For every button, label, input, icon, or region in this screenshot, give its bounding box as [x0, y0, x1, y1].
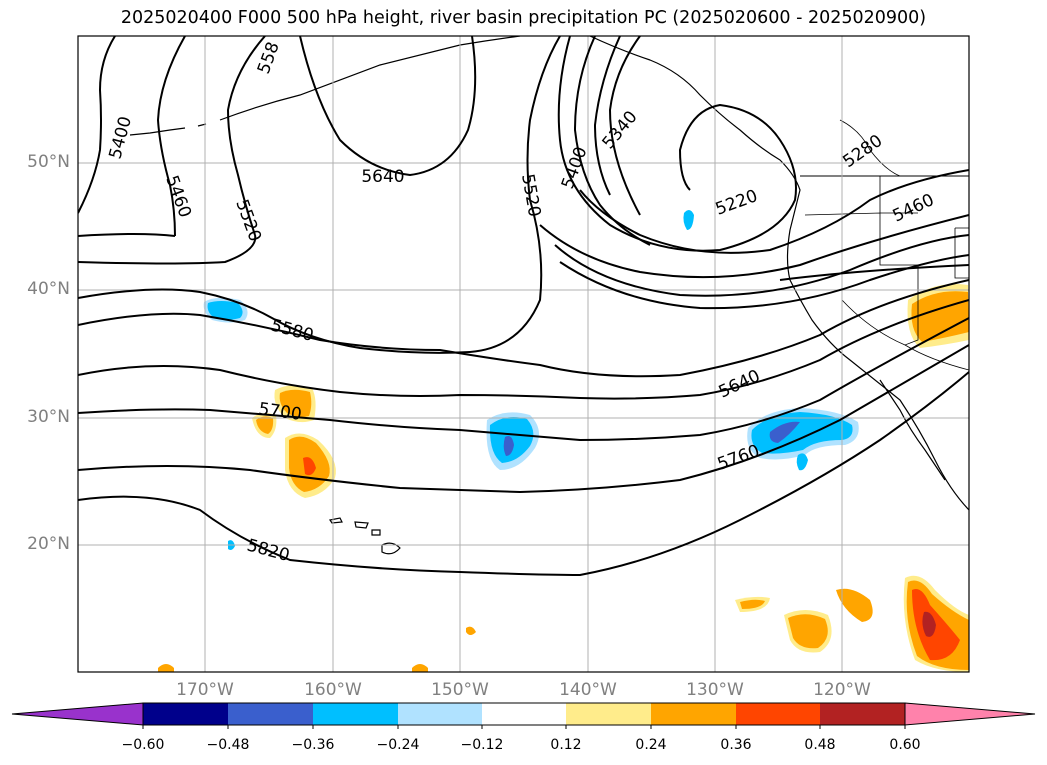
- lat-label-40n: 40°N: [27, 279, 70, 299]
- graticule: [78, 36, 969, 672]
- colorbar: [11, 702, 1036, 729]
- colorbar-bin: [651, 703, 736, 725]
- lon-label-140w: 140°W: [559, 680, 617, 700]
- positive-anomaly-patch: [412, 664, 428, 672]
- colorbar-tick-label: 0.60: [889, 737, 921, 753]
- colorbar-bin: [143, 703, 228, 725]
- lat-label-20n: 20°N: [27, 534, 70, 554]
- lon-label-160w: 160°W: [304, 680, 362, 700]
- positive-anomaly-patch: [303, 457, 316, 476]
- colorbar-bin: [736, 703, 820, 725]
- positive-anomaly-patch: [279, 389, 312, 417]
- negative-anomaly-patch: [769, 421, 800, 443]
- negative-anomaly-patch: [796, 453, 808, 471]
- positive-anomaly-patch: [256, 416, 274, 434]
- positive-anomaly-patch: [466, 626, 476, 635]
- lat-label-50n: 50°N: [27, 152, 70, 172]
- map-title: 2025020400 F000 500 hPa height, river ba…: [120, 8, 927, 28]
- colorbar-tick-label: −0.48: [206, 737, 250, 753]
- positive-anomaly-patch: [836, 588, 873, 622]
- plot-area: [78, 36, 969, 672]
- colorbar-bin: [398, 703, 482, 725]
- positive-anomaly-patch: [788, 614, 828, 649]
- positive-anomaly-patch: [922, 611, 936, 637]
- colorbar-extend-right: [904, 702, 1036, 726]
- colorbar-bin: [313, 703, 398, 725]
- plot-border: [77, 35, 970, 673]
- colorbar-tick-label: −0.24: [376, 737, 420, 753]
- negative-anomaly-patch: [751, 412, 853, 454]
- positive-anomaly-patch: [912, 589, 960, 661]
- colorbar-tick-label: −0.36: [291, 737, 335, 753]
- negative-anomaly-patch: [683, 209, 694, 230]
- colorbar-tick-label: −0.12: [460, 737, 504, 753]
- colorbar-bin: [820, 703, 905, 725]
- lon-label-120w: 120°W: [813, 680, 871, 700]
- contour-label: 5640: [361, 167, 404, 187]
- colorbar-bin: [566, 703, 651, 725]
- colorbar-tick-label: −0.60: [121, 737, 165, 753]
- colorbar-tick-label: 0.36: [720, 737, 752, 753]
- positive-anomaly-patch: [158, 664, 174, 672]
- contour-label-layer: 5400 558 5460 5520 5640 5520 5400 5340 5…: [106, 39, 938, 566]
- coastline-layer: [129, 36, 969, 555]
- lat-label-30n: 30°N: [27, 407, 70, 427]
- lon-label-170w: 170°W: [176, 680, 234, 700]
- colorbar-tick-label: 0.48: [804, 737, 836, 753]
- colorbar-extend-left: [11, 702, 144, 726]
- lon-label-150w: 150°W: [431, 680, 489, 700]
- height-contours: [78, 36, 969, 577]
- negative-anomaly-patch: [503, 436, 514, 456]
- colorbar-tick-label: 0.24: [635, 737, 667, 753]
- negative-anomaly-patch: [207, 301, 243, 320]
- colorbar-bin: [482, 703, 566, 725]
- lon-label-130w: 130°W: [686, 680, 744, 700]
- positive-anomaly-patch: [740, 599, 765, 609]
- colorbar-tick-label: 0.12: [550, 737, 582, 753]
- colorbar-bin: [228, 703, 313, 725]
